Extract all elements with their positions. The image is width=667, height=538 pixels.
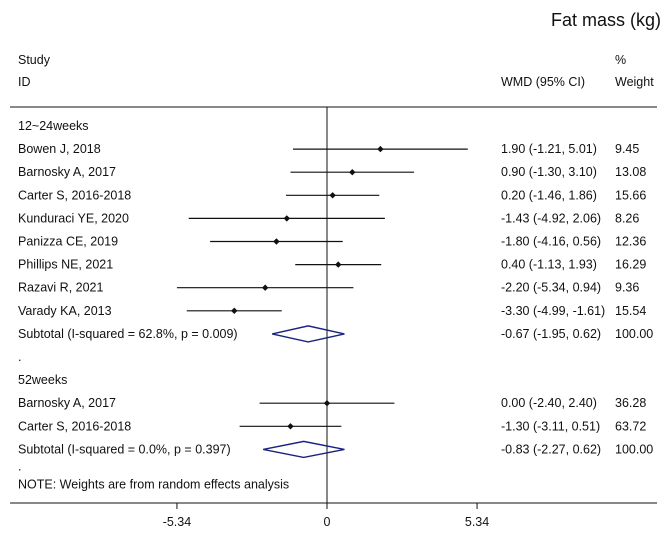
point-estimate — [273, 238, 280, 245]
study-name: Barnosky A, 2017 — [18, 396, 116, 410]
point-estimate — [283, 215, 291, 222]
study-name: Varady KA, 2013 — [18, 304, 112, 318]
header-id: ID — [18, 75, 31, 89]
ci-text: 0.00 (-2.40, 2.40) — [501, 396, 597, 410]
x-tick-label: -5.34 — [163, 515, 192, 529]
separator-dot: . — [18, 350, 21, 364]
study-name: Barnosky A, 2017 — [18, 165, 116, 179]
point-estimate — [287, 423, 294, 430]
point-estimate — [329, 192, 336, 199]
weight-text: 15.54 — [615, 304, 646, 318]
study-name: Kunduraci YE, 2020 — [18, 211, 129, 225]
weight-text: 100.00 — [615, 327, 653, 341]
weight-text: 12.36 — [615, 235, 646, 249]
weight-text: 15.66 — [615, 188, 646, 202]
x-tick-label: 0 — [324, 515, 331, 529]
study-name: Bowen J, 2018 — [18, 142, 101, 156]
weight-text: 63.72 — [615, 419, 646, 433]
header-study: Study — [18, 53, 51, 67]
study-name: Carter S, 2016-2018 — [18, 188, 131, 202]
forest-rows: 12~24weeks Bowen J, 2018 1.90 (-1.21, 5.01… — [18, 119, 653, 492]
x-axis-ticks: -5.34 0 5.34 — [163, 503, 489, 529]
point-estimate — [335, 261, 342, 268]
point-estimate — [261, 284, 269, 291]
note-dot: . — [18, 460, 21, 474]
ci-text: 0.20 (-1.46, 1.86) — [501, 188, 597, 202]
weight-text: 8.26 — [615, 211, 639, 225]
pooled-diamond — [263, 440, 345, 459]
study-name: Carter S, 2016-2018 — [18, 419, 131, 433]
point-estimate — [231, 307, 238, 314]
group-label: 12~24weeks — [18, 119, 89, 133]
point-estimate — [349, 169, 356, 176]
ci-text: -0.67 (-1.95, 0.62) — [501, 327, 601, 341]
pooled-diamond — [272, 325, 345, 343]
ci-text: 1.90 (-1.21, 5.01) — [501, 142, 597, 156]
group-label: 52weeks — [18, 373, 67, 387]
ci-text: -1.43 (-4.92, 2.06) — [501, 211, 601, 225]
header-ci: WMD (95% CI) — [501, 75, 585, 89]
ci-text: -0.83 (-2.27, 0.62) — [501, 442, 601, 456]
ci-text: -1.80 (-4.16, 0.56) — [501, 235, 601, 249]
weight-text: 100.00 — [615, 442, 653, 456]
ci-text: 0.90 (-1.30, 3.10) — [501, 165, 597, 179]
study-name: Phillips NE, 2021 — [18, 258, 113, 272]
x-tick-label: 5.34 — [465, 515, 489, 529]
point-estimate — [377, 145, 384, 153]
chart-title: Fat mass (kg) — [551, 10, 661, 30]
study-name: Razavi R, 2021 — [18, 281, 104, 295]
subtotal-label: Subtotal (I-squared = 0.0%, p = 0.397) — [18, 442, 231, 456]
ci-text: 0.40 (-1.13, 1.93) — [501, 258, 597, 272]
weight-text: 36.28 — [615, 396, 646, 410]
ci-text: -2.20 (-5.34, 0.94) — [501, 281, 601, 295]
ci-text: -1.30 (-3.11, 0.51) — [501, 419, 600, 433]
header-percent: % — [615, 53, 626, 67]
weight-text: 16.29 — [615, 258, 646, 272]
point-estimate — [323, 400, 331, 407]
study-name: Panizza CE, 2019 — [18, 235, 118, 249]
subtotal-label: Subtotal (I-squared = 62.8%, p = 0.009) — [18, 327, 238, 341]
weight-text: 9.45 — [615, 142, 639, 156]
weight-text: 13.08 — [615, 165, 646, 179]
weight-text: 9.36 — [615, 281, 639, 295]
header-weight: Weight — [615, 75, 654, 89]
footnote: NOTE: Weights are from random effects an… — [18, 478, 289, 492]
ci-text: -3.30 (-4.99, -1.61) — [501, 304, 605, 318]
